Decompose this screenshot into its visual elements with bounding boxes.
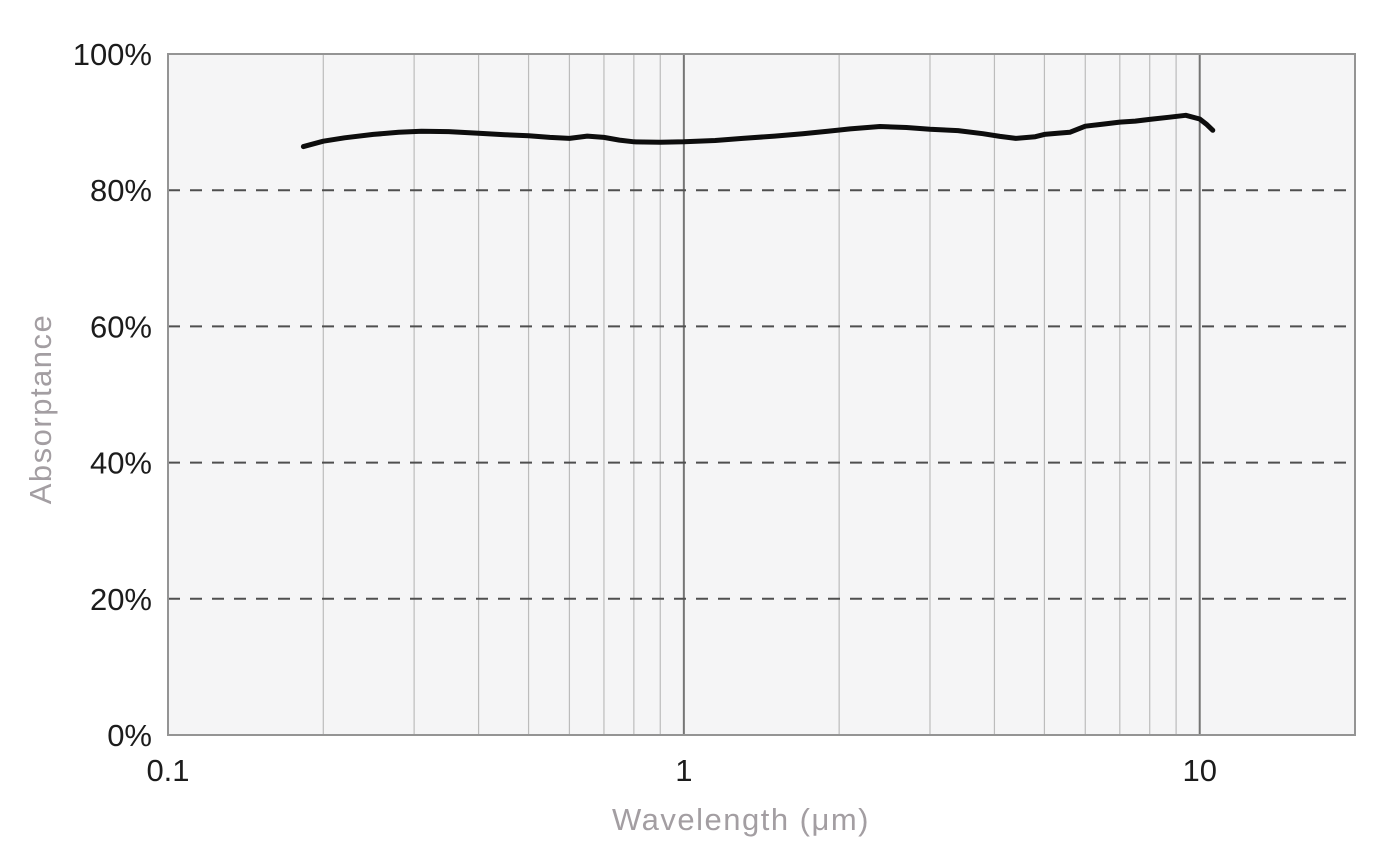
y-tick-label: 40% (90, 446, 152, 481)
y-tick-label: 80% (90, 173, 152, 208)
plot-border (167, 53, 1356, 736)
y-tick-label: 20% (90, 582, 152, 617)
x-tick-label: 0.1 (146, 753, 189, 788)
y-tick-label: 0% (107, 718, 152, 753)
y-axis-title: Absorptance (23, 313, 58, 505)
x-tick-label: 10 (1182, 753, 1216, 788)
x-axis-title: Wavelength (μm) (612, 802, 870, 837)
series-line-absorptance (300, 112, 1216, 150)
y-tick-label: 60% (90, 309, 152, 344)
x-tick-label: 1 (675, 753, 692, 788)
plot-background (168, 54, 1355, 735)
y-tick-label: 100% (73, 37, 152, 72)
